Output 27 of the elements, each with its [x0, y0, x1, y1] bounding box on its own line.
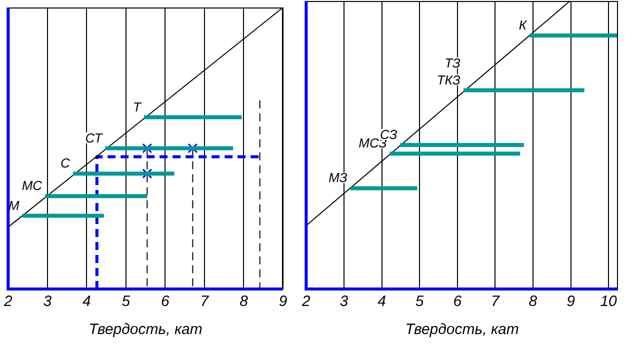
x-tick-label: 6 [453, 293, 462, 310]
x-tick-label: 9 [566, 293, 576, 310]
x-tick-label: 8 [240, 293, 249, 310]
x-tick-label: 7 [200, 293, 210, 310]
x-axis-title: Твердость, кат [405, 321, 519, 338]
x-tick-label: 4 [378, 293, 386, 310]
x-tick-label: 5 [122, 293, 131, 310]
x-tick-label: 8 [528, 293, 538, 310]
x-tick-label: 3 [340, 293, 349, 310]
x-tick-label: 10 [600, 293, 618, 310]
series-label: МС [22, 178, 43, 194]
series-label: МЗ [328, 170, 348, 186]
x-tick-label: 3 [43, 293, 52, 310]
x-axis-title: Твердость, кат [88, 321, 202, 338]
series-label: ТЗ ТКЗ [436, 55, 460, 88]
series-label: СТ [85, 130, 104, 146]
x-tick-label: 6 [161, 293, 170, 310]
x-tick-label: 7 [490, 293, 500, 310]
x-tick-label: 2 [301, 293, 311, 310]
x-tick-label: 5 [415, 293, 424, 310]
x-tick-label: 9 [278, 293, 288, 310]
x-tick-label: 4 [82, 293, 91, 310]
x-tick-label: 2 [3, 293, 13, 310]
series-label: М [8, 198, 20, 213]
series-label: С [60, 156, 71, 171]
series-label: Т [133, 99, 142, 114]
series-label: К [518, 18, 528, 33]
